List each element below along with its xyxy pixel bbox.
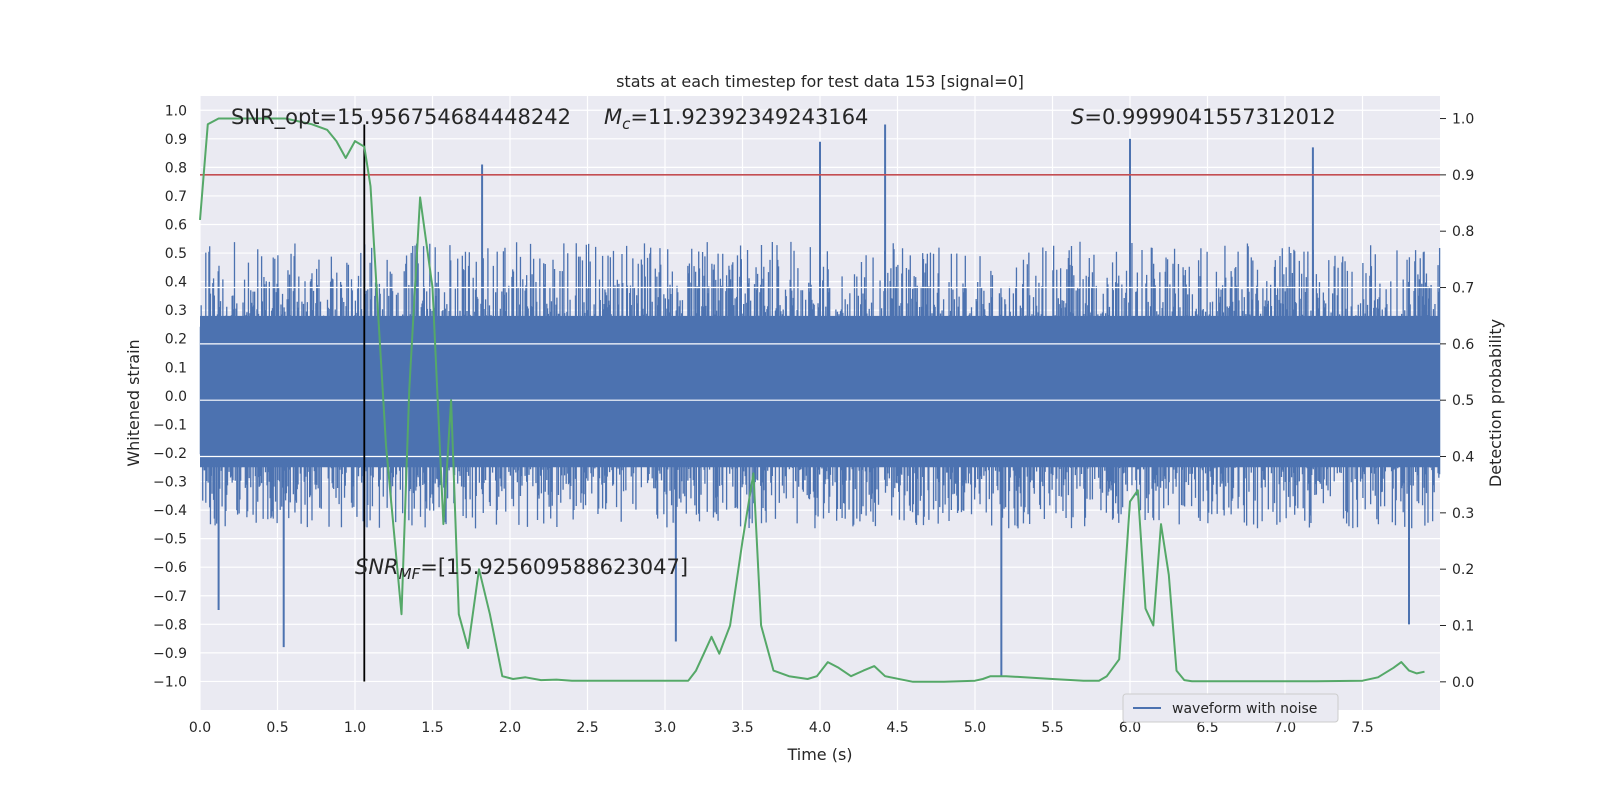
y-axis-label: Whitened strain [124, 339, 143, 466]
y-tick-label: 1.0 [165, 103, 187, 119]
x-tick-label: 1.0 [344, 720, 366, 736]
y2-tick-label: 0.5 [1452, 393, 1474, 409]
snr-mf-value: =[15.925609588623047] [420, 555, 688, 579]
y-tick-label: −0.1 [153, 417, 187, 433]
y-tick-label: 0.5 [165, 246, 187, 262]
x-tick-label: 7.0 [1274, 720, 1296, 736]
x-tick-label: 2.5 [576, 720, 598, 736]
y2-axis-label: Detection probability [1486, 319, 1505, 487]
y2-tick-label: 0.1 [1452, 619, 1474, 635]
x-tick-label: 7.5 [1351, 720, 1373, 736]
y-tick-label: 0.4 [165, 275, 187, 291]
x-tick-label: 0.5 [266, 720, 288, 736]
y-tick-label: 0.9 [165, 132, 187, 148]
y2-tick-label: 0.9 [1452, 168, 1474, 184]
x-tick-label: 5.0 [964, 720, 986, 736]
y2-tick-label: 1.0 [1452, 112, 1474, 128]
chirp-mass-annotation: Mc=11.92392349243164 [604, 105, 868, 133]
s-symbol: S [1071, 105, 1084, 129]
x-tick-label: 2.0 [499, 720, 521, 736]
x-axis-label: Time (s) [786, 745, 852, 764]
x-tick-label: 6.5 [1196, 720, 1218, 736]
x-tick-label: 4.5 [886, 720, 908, 736]
overlay-series [199, 117, 1440, 683]
x-tick-label: 3.5 [731, 720, 753, 736]
chart-title: stats at each timestep for test data 153… [616, 72, 1024, 91]
snr-mf-annotation: SNRMF=[15.925609588623047] [355, 555, 688, 583]
snr-mf-subscript: MF [399, 565, 421, 583]
x-tick-label: 0.0 [189, 720, 211, 736]
x-tick-label: 3.0 [654, 720, 676, 736]
x-tick-label: 4.0 [809, 720, 831, 736]
y2-tick-label: 0.7 [1452, 281, 1474, 297]
y2-tick-label: 0.6 [1452, 337, 1474, 353]
y2-tick-label: 0.3 [1452, 506, 1474, 522]
snr-mf-symbol: SNR [355, 555, 399, 579]
chirp-mass-subscript: c [622, 115, 631, 133]
x-tick-label: 6.0 [1119, 720, 1141, 736]
y-tick-label: 0.8 [165, 160, 187, 176]
y-axis-ticks: 1.0 0.9 0.8 0.7 0.6 0.5 0.4 0.3 0.2 0.1 0.0 −0.1 −0.… [153, 103, 187, 690]
chirp-mass-symbol: M [604, 105, 622, 129]
y-tick-label: −1.0 [153, 674, 187, 690]
y-tick-label: 0.1 [165, 360, 187, 376]
y-tick-label: −0.2 [153, 446, 187, 462]
y2-tick-label: 0.2 [1452, 562, 1474, 578]
y-tick-label: −0.8 [153, 617, 187, 633]
y2-axis-ticks: 1.0 0.9 0.8 0.7 0.6 0.5 0.4 0.3 0.2 0.1 0.0 [1440, 112, 1474, 691]
y2-tick-label: 0.0 [1452, 675, 1474, 691]
y2-tick-label: 0.8 [1452, 224, 1474, 240]
y-tick-label: −0.4 [153, 503, 187, 519]
y-tick-label: 0.3 [165, 303, 187, 319]
s-annotation: S=0.9999041557312012 [1071, 105, 1336, 129]
x-tick-label: 5.5 [1041, 720, 1063, 736]
legend-label: waveform with noise [1172, 701, 1317, 717]
x-tick-label: 1.5 [421, 720, 443, 736]
y-tick-label: −0.6 [153, 560, 187, 576]
y-tick-label: −0.5 [153, 532, 187, 548]
legend-box [1122, 693, 1339, 723]
y-tick-label: 0.0 [165, 389, 187, 405]
y-tick-label: 0.6 [165, 218, 187, 234]
y-tick-label: −0.9 [153, 646, 187, 662]
y-tick-label: 0.7 [165, 189, 187, 205]
y2-tick-label: 0.4 [1452, 450, 1474, 466]
chirp-mass-value: =11.92392349243164 [630, 105, 868, 129]
s-value: =0.9999041557312012 [1084, 105, 1335, 129]
y-tick-label: −0.7 [153, 589, 187, 605]
y-tick-label: −0.3 [153, 475, 187, 491]
detection-probability-line [199, 117, 1425, 683]
x-axis-ticks: 0.0 0.5 1.0 1.5 2.0 2.5 3.0 3.5 4.0 4.5 5.0 5.5 6.0 6… [189, 720, 1374, 736]
legend: waveform with noise [1122, 693, 1339, 723]
snr-opt-annotation: SNR_opt=15.956754684448242 [231, 105, 571, 130]
y-tick-label: 0.2 [165, 332, 187, 348]
